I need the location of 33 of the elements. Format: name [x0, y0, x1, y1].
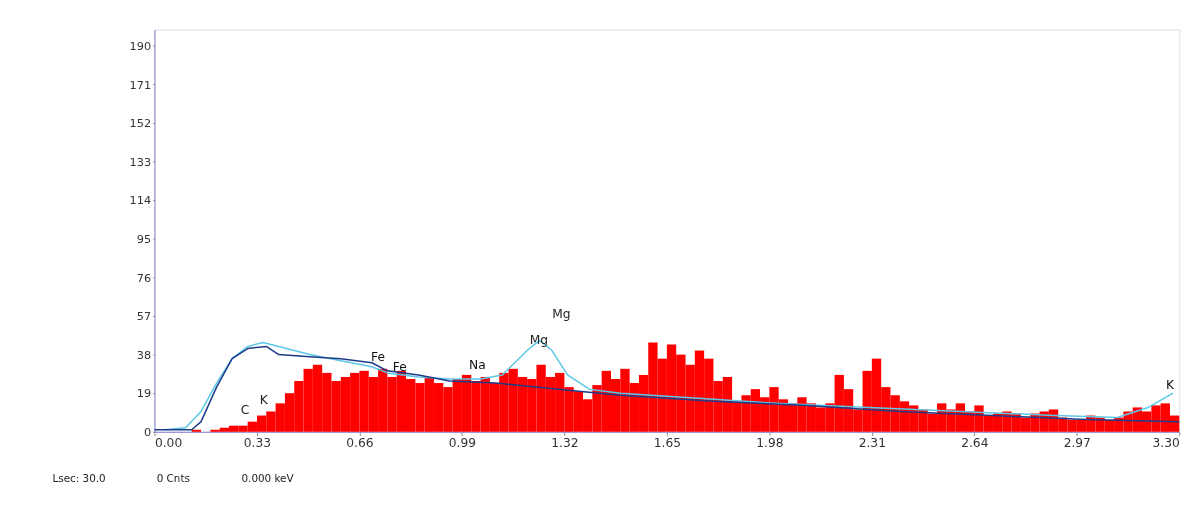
- x-tick-label: 0.00: [154, 436, 183, 451]
- x-tick-label: 2.31: [858, 436, 886, 451]
- y-tick-label: 19: [136, 387, 152, 401]
- y-tick-label: 57: [136, 310, 152, 324]
- y-tick-label: 190: [129, 40, 152, 54]
- x-tick-label: 0.33: [243, 436, 272, 451]
- annotation: C: [240, 402, 250, 417]
- x-tick-label: 2.64: [961, 436, 989, 451]
- annotation: Fe: [392, 360, 407, 375]
- annotation: K: [259, 393, 269, 408]
- y-tick-label: 95: [136, 233, 152, 247]
- annotation: Na: [469, 358, 486, 373]
- annotation: Mg: [552, 306, 571, 321]
- x-tick-label: 3.30: [1152, 436, 1180, 451]
- text: 0 Cnts: [156, 471, 190, 484]
- annotation: Mg: [529, 333, 548, 348]
- x-tick-label: 1.65: [653, 436, 681, 451]
- annotation: Fe: [371, 349, 386, 364]
- y-tick-label: 152: [129, 117, 152, 131]
- text: 0.000 keV: [241, 471, 294, 484]
- annotation: K: [1165, 378, 1175, 393]
- x-tick-label: 2.97: [1063, 436, 1091, 451]
- y-tick-label: 171: [129, 78, 152, 92]
- x-tick-label: 0.66: [346, 436, 374, 451]
- x-tick-label: 1.98: [756, 436, 784, 451]
- x-tick-label: 1.32: [551, 436, 579, 451]
- text: Lsec: 30.0: [52, 471, 106, 484]
- x-tick-label: 0.99: [448, 436, 477, 451]
- y-tick-label: 76: [136, 271, 152, 285]
- y-tick-label: 38: [136, 348, 152, 362]
- y-tick-label: 114: [129, 194, 152, 208]
- y-tick-label: 0: [143, 426, 152, 440]
- y-tick-label: 133: [129, 155, 152, 169]
